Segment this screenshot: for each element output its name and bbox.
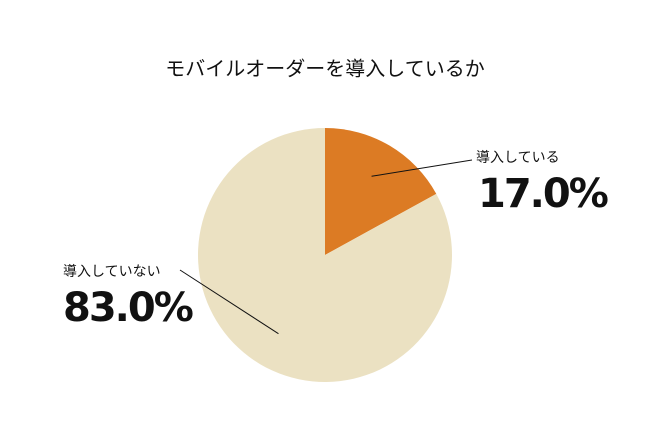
leader-line — [371, 159, 473, 177]
value-label: 83.0% — [63, 285, 193, 331]
pie-slice — [325, 128, 437, 255]
value-label: 17.0% — [478, 171, 608, 217]
chart-title: モバイルオーダーを導入しているか — [165, 57, 484, 81]
pie-slice — [198, 128, 452, 383]
leader-line — [179, 269, 279, 335]
category-label: 導入している — [476, 150, 560, 166]
category-label: 導入していない — [63, 264, 161, 280]
